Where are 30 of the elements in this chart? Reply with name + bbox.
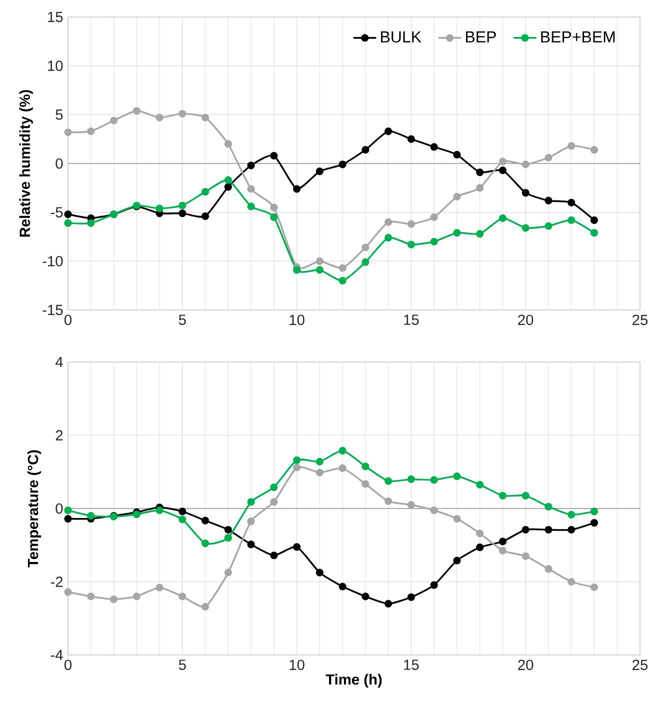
x-tick-label: 0 [64, 660, 72, 670]
x-tick-label: 15 [404, 314, 419, 325]
x-tick-label: 0 [64, 314, 72, 326]
y-tick-label: -5 [51, 207, 63, 218]
x-tick-label: 5 [179, 660, 186, 670]
y-tick-label: 0 [56, 158, 63, 169]
y-tick-label: 10 [48, 60, 63, 72]
y-tick-label: 2 [56, 430, 63, 440]
x-tick-label: 5 [179, 314, 186, 325]
legend-label: BEP [466, 31, 496, 42]
y-axis-title: Relative humidity (%) [19, 90, 34, 237]
y-axis-title: Temperature (°C) [28, 450, 42, 568]
x-tick-label: 10 [290, 660, 305, 670]
y-tick-label: 5 [56, 110, 63, 120]
y-tick-label: 4 [56, 356, 64, 368]
y-tick-label: -4 [51, 650, 64, 660]
y-tick-label: -15 [42, 304, 63, 316]
x-tick-label: 25 [632, 314, 648, 326]
x-tick-label: 20 [518, 660, 534, 670]
y-tick-label: 0 [56, 503, 63, 514]
legend-label: BULK [381, 31, 422, 43]
y-tick-label: -10 [42, 256, 63, 266]
x-axis-title: Time (h) [326, 674, 382, 688]
x-tick-label: 25 [632, 660, 648, 670]
x-tick-label: 10 [290, 314, 305, 326]
x-tick-label: 20 [518, 314, 534, 326]
legend-label: BEP+BEM [541, 31, 615, 42]
y-tick-label: 15 [48, 12, 63, 22]
x-tick-label: 15 [404, 660, 419, 670]
y-tick-label: -2 [51, 576, 63, 587]
